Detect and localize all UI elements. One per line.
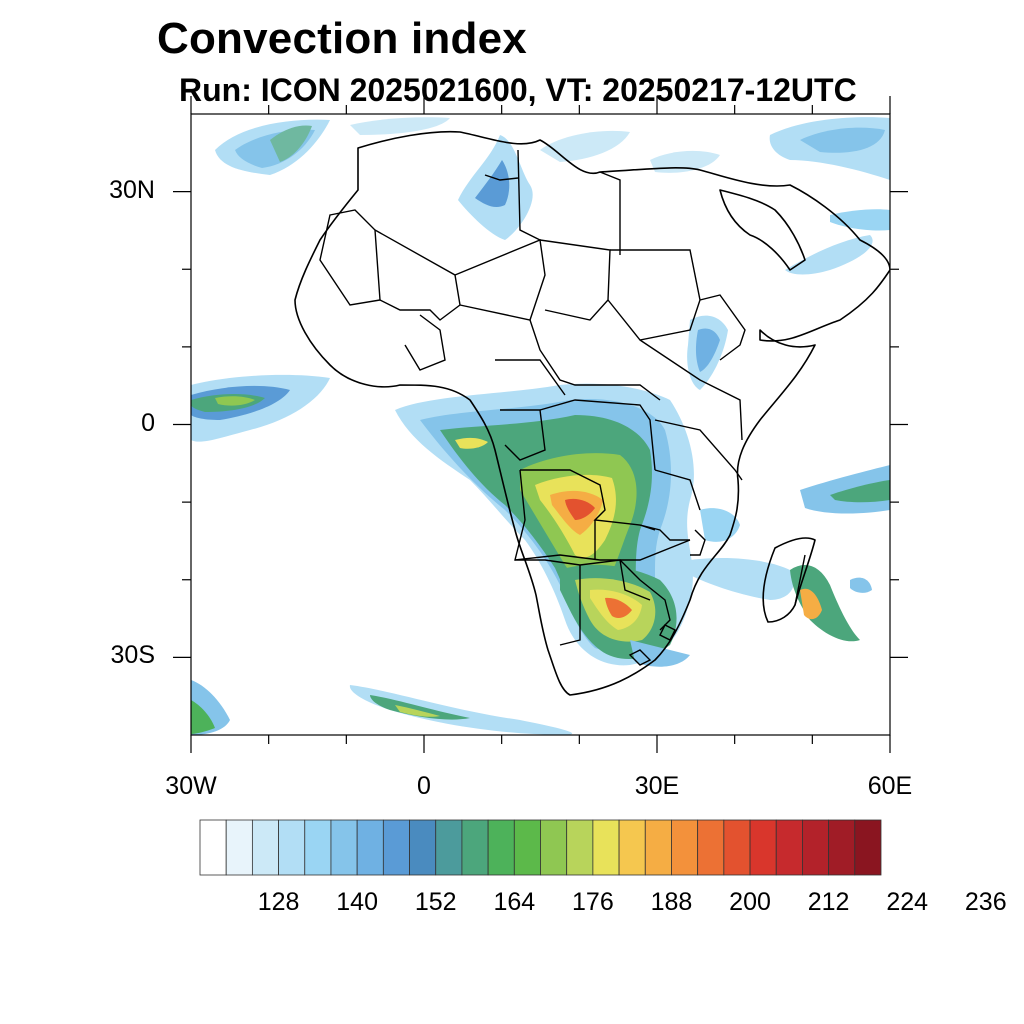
colorbar-tick-label: 212: [807, 888, 850, 916]
axis-ticks: [173, 96, 908, 753]
colorbar-swatch: [723, 819, 751, 876]
lon-label-60e: 60E: [867, 772, 913, 800]
colorbar-swatch: [775, 819, 803, 876]
colorbar-tick-label: 224: [886, 888, 929, 916]
lat-label-30s: 30S: [110, 641, 155, 670]
colorbar-swatch: [461, 819, 489, 876]
colorbar-tick-label: 164: [493, 888, 536, 916]
convection-south-atlantic: [191, 680, 573, 735]
colorbar-tick-label: 188: [650, 888, 693, 916]
colorbar-swatch: [828, 819, 856, 876]
colorbar-swatch: [854, 819, 882, 876]
colorbar-swatch: [513, 819, 541, 876]
colorbar-swatch: [697, 819, 725, 876]
colorbar-tick-label: 200: [729, 888, 771, 916]
lat-label-30n: 30N: [109, 175, 155, 204]
lon-label-0: 0: [417, 772, 431, 800]
colorbar-swatch: [409, 819, 437, 876]
convection-madagascar: [690, 558, 872, 642]
convection-east-africa: [687, 315, 890, 542]
colorbar-swatch: [671, 819, 699, 876]
colorbar-swatch: [225, 819, 253, 876]
colorbar-swatch: [540, 819, 568, 876]
map-title: Convection index: [157, 14, 527, 63]
colorbar-tick-label: 128: [257, 888, 300, 916]
colorbar-swatch: [356, 819, 384, 876]
map-plot: [173, 96, 908, 753]
colorbar-swatch: [251, 819, 279, 876]
convection-arabia: [769, 117, 890, 275]
convection-field: [191, 117, 890, 735]
colorbar-tick-label: 176: [572, 888, 614, 916]
colorbar-swatch: [278, 819, 306, 876]
colorbar-tick-label: 236: [964, 888, 1007, 916]
colorbar-swatch: [644, 819, 672, 876]
lon-label-30e: 30E: [634, 772, 680, 800]
colorbar-swatch: [435, 819, 463, 876]
colorbar-swatch: [199, 819, 227, 876]
colorbar-tick-label: 140: [336, 888, 378, 916]
convection-north-atlantic: [215, 119, 330, 175]
map-subtitle: Run: ICON 2025021600, VT: 20250217-12UTC: [179, 72, 857, 108]
colorbar-swatch: [487, 819, 515, 876]
colorbar-swatch: [382, 819, 410, 876]
colorbar-swatch: [566, 819, 594, 876]
colorbar-tick-label: 152: [414, 888, 457, 916]
colorbar-swatch: [330, 819, 358, 876]
country-borders: [319, 149, 806, 666]
lon-label-30w: 30W: [165, 772, 217, 800]
colorbar-swatch: [618, 819, 646, 876]
convection-med-sahara: [350, 117, 720, 240]
colorbar-swatch: [802, 819, 830, 876]
colorbar-swatch: [749, 819, 777, 876]
lat-label-0: 0: [141, 408, 155, 437]
colorbar-swatch: [592, 819, 620, 876]
colorbar-swatch: [304, 819, 332, 876]
convection-gulf-guinea: [191, 374, 330, 442]
